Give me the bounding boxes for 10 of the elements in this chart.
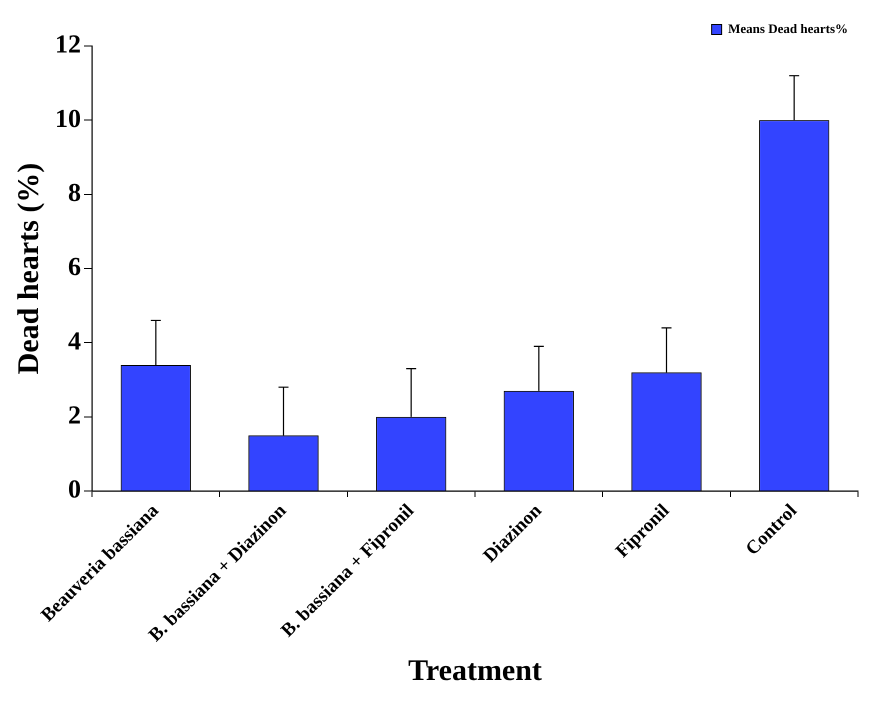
legend-label: Means Dead hearts% (728, 20, 848, 36)
y-tick-label: 12 (55, 30, 81, 59)
y-tick-label: 0 (68, 474, 81, 504)
y-axis-title: Dead hearts (%) (12, 162, 45, 374)
y-tick-label: 2 (68, 400, 81, 430)
x-axis-title: Treatment (408, 654, 542, 687)
y-tick-label: 6 (68, 252, 81, 282)
y-tick-label: 4 (68, 326, 81, 356)
y-tick-label: 8 (68, 178, 81, 208)
y-tick-label: 10 (55, 104, 81, 133)
